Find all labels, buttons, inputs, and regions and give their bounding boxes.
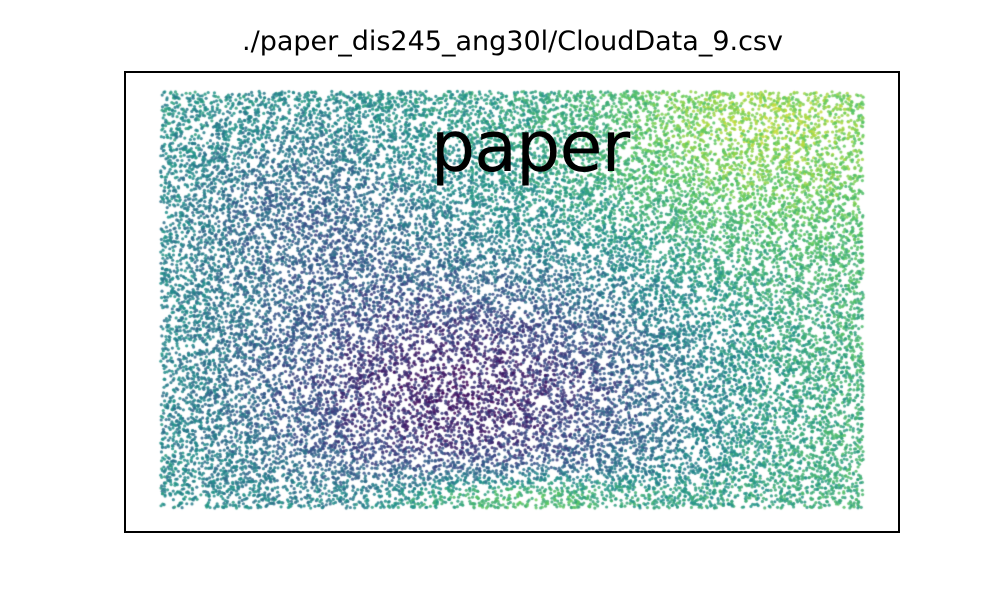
plot-area <box>124 71 900 533</box>
scatter-points <box>126 73 898 531</box>
annotation-text: paper <box>430 106 631 188</box>
chart-title: ./paper_dis245_ang30l/CloudData_9.csv <box>242 26 783 57</box>
